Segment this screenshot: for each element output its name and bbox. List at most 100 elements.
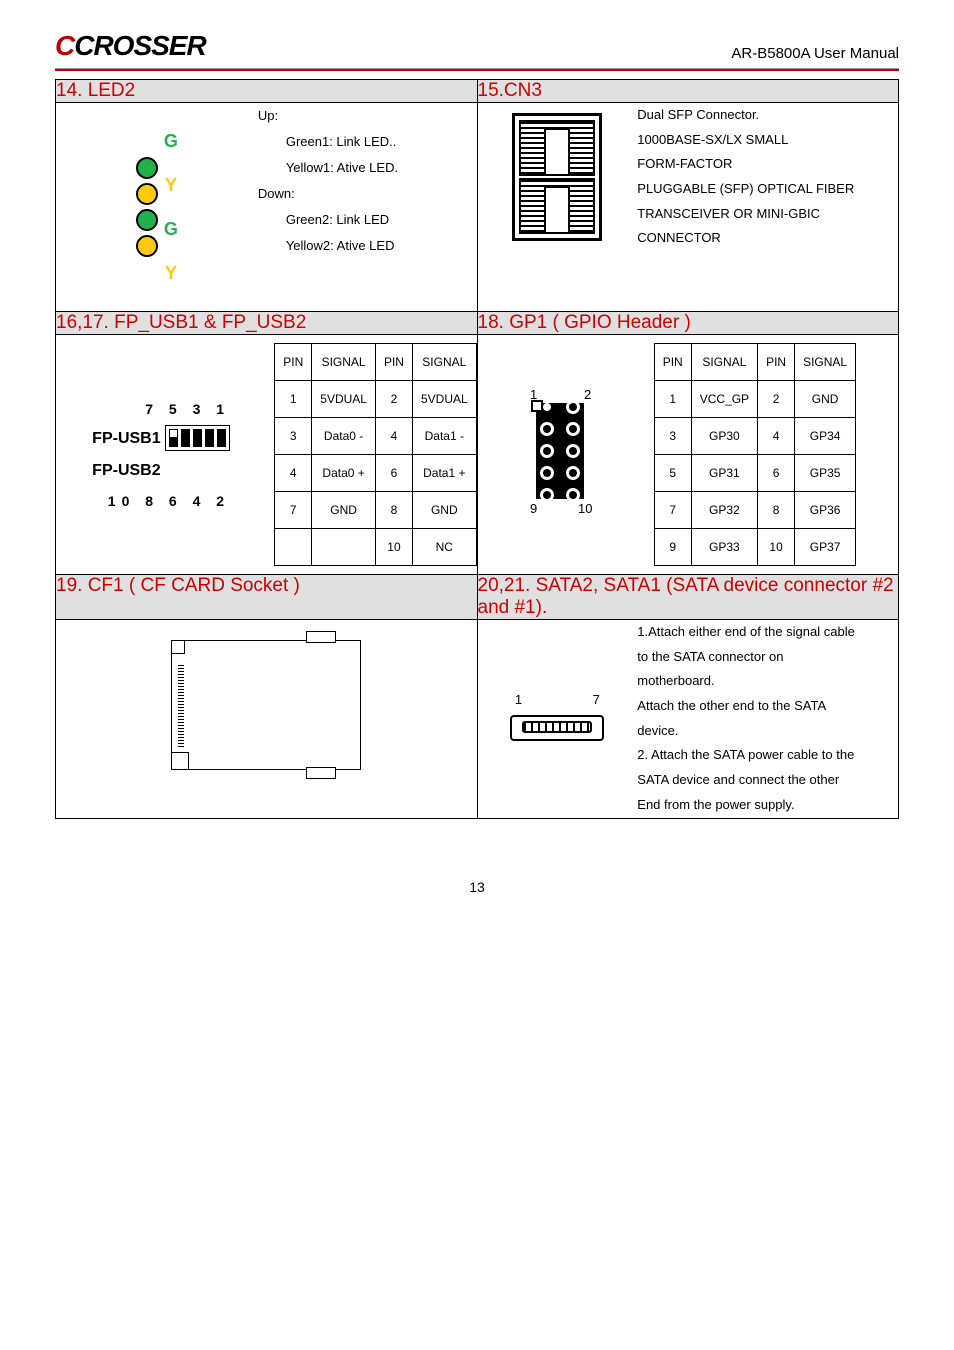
gp1-cell: GP35 <box>795 455 856 492</box>
cn3-line4: PLUGGABLE (SFP) OPTICAL FIBER <box>637 177 898 202</box>
gp1-cell: 9 <box>654 529 691 566</box>
cf1-cell <box>56 620 478 819</box>
page-header: CCROSSER AR-B5800A User Manual <box>55 30 899 62</box>
page-number: 13 <box>55 879 899 895</box>
sata-num-left: 1 <box>515 687 522 713</box>
svg-text:9: 9 <box>530 501 537 515</box>
content-table: 14. LED2 15.CN3 <box>55 79 899 819</box>
gp1-cell: 6 <box>758 455 795 492</box>
sata-desc-cell: 1.Attach either end of the signal cable … <box>637 620 898 818</box>
logo-text: CROSSER <box>74 30 205 61</box>
gp1-th-0: PIN <box>654 344 691 381</box>
fpusb-cell <box>312 529 376 566</box>
fpusb-pin-table: PIN SIGNAL PIN SIGNAL 15VDUAL25VDUAL3Dat… <box>274 343 476 566</box>
gp1-cell: GND <box>795 381 856 418</box>
led2-up1: Green1: Link LED.. <box>258 129 477 155</box>
gp1-cell: 1 2 <box>477 335 899 575</box>
fpusb-cell: NC <box>412 529 476 566</box>
led2-up-label: Up: <box>258 103 477 129</box>
sata-cell: 1 7 1.Attach either end of the signal ca… <box>477 620 899 819</box>
section-sata-title: 20,21. SATA2, SATA1 (SATA device connect… <box>477 575 899 620</box>
sata-s1b: to the SATA connector on <box>637 645 898 670</box>
fpusb-label2: FP-USB2 <box>92 462 160 479</box>
header-pins-icon <box>165 425 230 451</box>
cn3-line2: 1000BASE-SX/LX SMALL <box>637 128 898 153</box>
gp1-th-2: PIN <box>758 344 795 381</box>
gp1-th-1: SIGNAL <box>691 344 757 381</box>
fpusb-cell: Data1 + <box>412 455 476 492</box>
led2-diagram-cell: G Y G Y <box>56 103 258 311</box>
fpusb-cell: 6 <box>375 455 412 492</box>
gp1-th-3: SIGNAL <box>795 344 856 381</box>
fpusb-bottom-nums: 10 8 6 4 2 <box>92 487 230 515</box>
gp1-cell: 5 <box>654 455 691 492</box>
gp1-cell: 7 <box>654 492 691 529</box>
gp1-cell: 3 <box>654 418 691 455</box>
cn3-line6: CONNECTOR <box>637 226 898 251</box>
sata-s1c: motherboard. <box>637 669 898 694</box>
fpusb-th-1: SIGNAL <box>312 344 376 381</box>
sata-num-right: 7 <box>593 687 600 713</box>
fpusb-diagram: 7 5 3 1 FP-USB1 FP-USB2 10 8 6 4 2 <box>56 375 266 535</box>
led-dot-y2 <box>136 235 158 257</box>
led-stack-icon: G Y G Y <box>56 103 258 311</box>
svg-text:2: 2 <box>584 387 591 402</box>
led-label-y1: Y <box>164 167 178 203</box>
fpusb-cell: Data0 - <box>312 418 376 455</box>
gp1-cell: GP36 <box>795 492 856 529</box>
table-row: 3Data0 -4Data1 - <box>275 418 476 455</box>
sata-s1d: Attach the other end to the SATA <box>637 694 898 719</box>
svg-text:10: 10 <box>578 501 592 515</box>
sata-s1: 1.Attach either end of the signal cable <box>637 620 898 645</box>
gp1-cell: 2 <box>758 381 795 418</box>
cn3-diagram-cell <box>478 103 638 251</box>
header-rule <box>55 68 899 71</box>
gp1-cell: GP37 <box>795 529 856 566</box>
gpio-header-icon: 1 2 <box>522 385 602 515</box>
fpusb-cell: 7 <box>275 492 312 529</box>
gp1-cell: 1 <box>654 381 691 418</box>
led-label-y2: Y <box>164 255 178 291</box>
sata-s2b: SATA device and connect the other <box>637 768 898 793</box>
section-cn3-title: 15.CN3 <box>477 80 899 103</box>
table-row: 9GP3310GP37 <box>654 529 855 566</box>
led-dot-y1 <box>136 183 158 205</box>
fpusb-th-0: PIN <box>275 344 312 381</box>
fpusb-cell <box>275 529 312 566</box>
table-row: 7GND8GND <box>275 492 476 529</box>
led2-down-label: Down: <box>258 181 477 207</box>
fpusb-cell: 8 <box>375 492 412 529</box>
led-label-g2: G <box>164 211 178 247</box>
led2-desc-cell: Up: Green1: Link LED.. Yellow1: Ative LE… <box>258 103 477 311</box>
gp1-pin-table: PIN SIGNAL PIN SIGNAL 1VCC_GP2GND3GP304G… <box>654 343 856 566</box>
doc-title: AR-B5800A User Manual <box>731 45 899 62</box>
fpusb-cell: GND <box>312 492 376 529</box>
section-fpusb-title: 16,17. FP_USB1 & FP_USB2 <box>56 312 478 335</box>
table-row: 7GP328GP36 <box>654 492 855 529</box>
svg-text:1: 1 <box>530 387 537 402</box>
section-gp1-title: 18. GP1 ( GPIO Header ) <box>477 312 899 335</box>
cn3-line5: TRANSCEIVER OR MINI-GBIC <box>637 202 898 227</box>
fpusb-cell: 1 <box>275 381 312 418</box>
gp1-cell: 8 <box>758 492 795 529</box>
fpusb-cell: 10 <box>375 529 412 566</box>
led-label-g1: G <box>164 123 178 159</box>
cn3-line1: Dual SFP Connector. <box>637 103 898 128</box>
gp1-cell: VCC_GP <box>691 381 757 418</box>
sata-connector-icon: 1 7 <box>478 687 638 750</box>
led2-up2: Yellow1: Ative LED. <box>258 155 477 181</box>
gp1-cell: GP31 <box>691 455 757 492</box>
gp1-cell: GP32 <box>691 492 757 529</box>
gpio-diagram: 1 2 <box>478 367 646 542</box>
sata-s1e: device. <box>637 719 898 744</box>
led2-down1: Green2: Link LED <box>258 207 477 233</box>
led2-cell: G Y G Y Up: Green1: Link LED.. Yellow1: … <box>56 103 478 312</box>
fpusb-diagram-cell: 7 5 3 1 FP-USB1 FP-USB2 10 8 6 4 2 <box>56 335 266 574</box>
cf-socket-icon <box>56 620 477 790</box>
table-row: 4Data0 +6Data1 + <box>275 455 476 492</box>
gp1-cell: 4 <box>758 418 795 455</box>
gp1-diagram-cell: 1 2 <box>478 335 646 574</box>
table-row: 10NC <box>275 529 476 566</box>
gp1-cell: GP34 <box>795 418 856 455</box>
gp1-cell: GP33 <box>691 529 757 566</box>
